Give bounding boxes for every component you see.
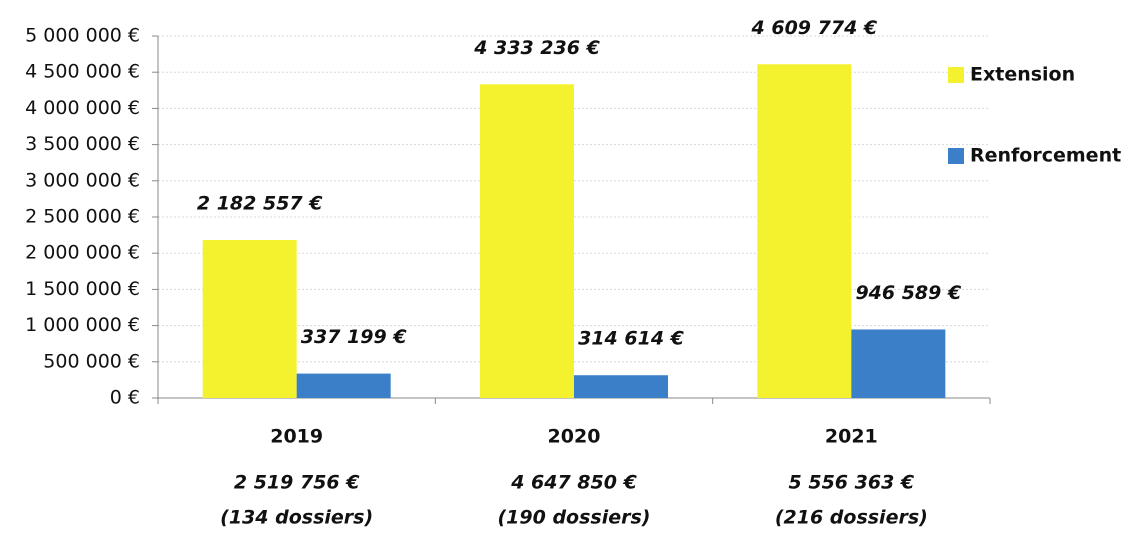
x-tick-label: 2021 [825,426,878,448]
y-tick-label: 0 € [110,387,140,409]
y-tick-label: 2 500 000 € [25,206,140,228]
data-label: 946 589 € [855,282,962,304]
data-label: 314 614 € [578,328,685,350]
data-label: 4 609 774 € [751,17,878,39]
y-tick-label: 500 000 € [43,350,140,372]
legend-swatch [948,148,964,164]
legend-label: Extension [970,64,1075,86]
y-tick-label: 3 000 000 € [25,169,140,191]
bar [480,84,574,398]
total-label: 4 647 850 € [510,472,637,494]
y-tick-label: 3 500 000 € [25,133,140,155]
legend-label: Renforcement [970,145,1121,167]
bar [851,329,946,398]
dossiers-label: (216 dossiers) [775,507,928,529]
bar [757,64,852,398]
data-label: 2 182 557 € [197,192,323,214]
x-tick-label: 2019 [270,426,323,448]
y-tick-label: 1 000 000 € [25,314,140,336]
y-tick-label: 5 000 000 € [25,25,140,47]
bar [202,239,297,398]
total-label: 2 519 756 € [234,472,360,494]
y-tick-label: 4 500 000 € [25,61,140,83]
total-label: 5 556 363 € [789,472,915,494]
y-tick-label: 1 500 000 € [25,278,140,300]
data-label: 337 199 € [301,326,408,348]
y-tick-label: 4 000 000 € [25,97,140,119]
dossiers-label: (134 dossiers) [220,507,373,529]
y-tick-label: 2 000 000 € [25,242,140,264]
x-tick-label: 2020 [548,426,601,448]
bar [574,375,668,398]
dossiers-label: (190 dossiers) [498,507,651,529]
bar [296,373,391,398]
data-label: 4 333 236 € [473,37,600,59]
legend-swatch [948,67,964,83]
